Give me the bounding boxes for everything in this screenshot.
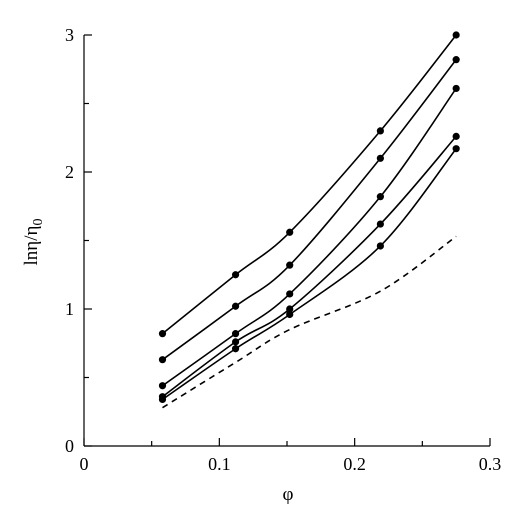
data-point <box>158 330 167 338</box>
y-axis: 0 1 2 3 <box>65 25 92 456</box>
y-tick-label: 0 <box>65 436 74 456</box>
x-tick-label: 0 <box>80 454 89 474</box>
plot-area <box>158 31 460 409</box>
data-point <box>231 345 240 353</box>
y-axis-label-subscript: 0 <box>31 219 46 226</box>
series-4 <box>158 132 460 401</box>
data-point <box>158 356 167 364</box>
series-3 <box>158 84 460 390</box>
x-tick-label: 0.3 <box>479 454 502 474</box>
data-point <box>286 305 294 313</box>
data-point <box>158 382 167 390</box>
data-point <box>376 220 384 228</box>
x-axis-label: φ <box>283 484 294 505</box>
y-axis-label-main: lnη/η <box>21 226 42 266</box>
data-point <box>231 338 240 346</box>
x-tick-label: 0.1 <box>208 454 231 474</box>
data-point <box>376 193 384 201</box>
data-point <box>452 132 460 140</box>
series-line <box>161 34 457 335</box>
data-point <box>376 154 384 162</box>
data-point <box>286 261 294 269</box>
data-point <box>452 145 460 153</box>
series-6 <box>162 235 457 409</box>
y-tick-label: 3 <box>65 25 74 45</box>
y-tick-label: 1 <box>65 299 74 319</box>
x-axis: 0 0.1 0.2 0.3 <box>80 438 502 474</box>
data-point <box>452 31 460 39</box>
series-line <box>162 87 457 387</box>
series-line <box>162 235 457 409</box>
data-point <box>231 271 240 279</box>
data-point <box>376 242 384 250</box>
series-line <box>162 59 457 361</box>
series-5 <box>158 145 460 404</box>
series-1 <box>158 31 460 338</box>
data-point <box>231 302 240 310</box>
data-point <box>231 330 240 338</box>
x-tick-label: 0.2 <box>343 454 366 474</box>
y-ticks: 0 1 2 3 <box>65 25 92 456</box>
data-point <box>286 310 294 319</box>
series-line <box>162 135 457 398</box>
data-point <box>286 228 294 236</box>
data-point <box>286 290 294 298</box>
x-ticks: 0 0.1 0.2 0.3 <box>80 438 502 474</box>
data-point <box>452 84 460 93</box>
data-point <box>158 395 167 404</box>
series-line <box>162 148 457 401</box>
data-point <box>452 56 460 64</box>
y-axis-label: lnη/η0 <box>21 219 46 266</box>
series-2 <box>158 56 460 364</box>
data-point <box>376 127 384 135</box>
y-tick-label: 2 <box>65 162 74 182</box>
